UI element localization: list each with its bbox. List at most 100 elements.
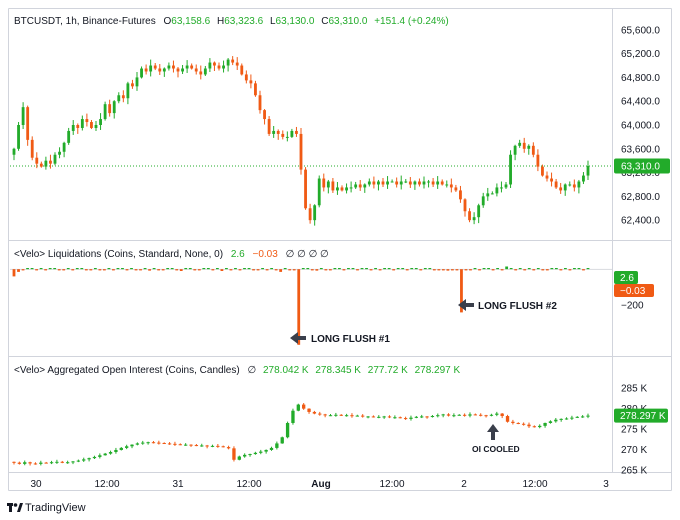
price-candle: [509, 154, 512, 185]
liquidation-bar: [310, 269, 314, 271]
price-candle: [12, 148, 16, 155]
liquidations-pane[interactable]: −200 <Velo> Liquidations (Coins, Standar…: [10, 249, 654, 345]
oi-candle: [17, 462, 22, 464]
price-candle: [254, 83, 257, 96]
liquidation-bar: [102, 269, 106, 271]
liquidation-bar: [98, 269, 102, 271]
oi-candle: [194, 445, 199, 447]
arrow-left-icon: [290, 332, 306, 344]
price-candle: [217, 65, 221, 69]
price-candle: [504, 184, 508, 188]
liquidation-bar: [30, 268, 34, 270]
liquidations-legend: <Velo> Liquidations (Coins, Standard, No…: [14, 249, 329, 260]
liquidations-title: <Velo> Liquidations (Coins, Standard, No…: [14, 249, 223, 260]
price-candle: [404, 181, 408, 183]
price-candle: [422, 181, 426, 185]
oi-candle: [296, 404, 300, 411]
price-candle: [17, 125, 20, 149]
price-candle: [231, 59, 235, 63]
price-candle: [377, 181, 380, 185]
oi-candle: [162, 443, 166, 445]
liquidation-bar: [188, 268, 192, 270]
x-tick-label: 2: [461, 479, 467, 490]
oi-candle: [124, 446, 129, 448]
oi-value-4: 278.297 K: [415, 365, 461, 376]
oi-candle: [580, 416, 585, 418]
change-value: +151.4 (+0.24%): [374, 16, 449, 27]
oi-candle: [436, 415, 440, 417]
low-label: L: [270, 16, 276, 27]
liquidation-bar: [514, 269, 518, 271]
price-candle: [495, 187, 499, 194]
liquidation-bar: [496, 268, 500, 270]
liquidation-bar: [247, 268, 251, 270]
oi-candle: [505, 416, 510, 422]
price-candle: [541, 166, 544, 176]
liquidation-bar: [455, 269, 459, 271]
liq-badge-pos-text: 2.6: [620, 273, 634, 284]
price-candle: [345, 187, 348, 191]
price-candle: [158, 68, 162, 72]
price-candle: [58, 151, 61, 155]
liquidation-bar: [500, 269, 504, 271]
y-tick-label: 265 K: [621, 466, 647, 477]
price-pane[interactable]: 65,600.0 65,200.0 64,800.0 64,400.0 64,000.0…: [10, 16, 670, 227]
liquidation-bar: [351, 268, 355, 270]
oi-candle: [554, 419, 558, 422]
liquidation-bar: [428, 268, 432, 270]
price-candle: [263, 110, 266, 120]
price-candle: [554, 181, 558, 188]
liquidation-bar: [410, 268, 414, 270]
liquidation-bar: [84, 269, 88, 271]
liquidation-bar: [414, 268, 418, 270]
liquidation-bar: [446, 269, 450, 271]
price-candle: [199, 71, 203, 75]
time-axis[interactable]: 30 12:00 31 12:00 Aug 12:00 2 12:00 3: [30, 479, 609, 490]
liquidation-bar: [279, 269, 283, 272]
liquidation-bar: [256, 269, 260, 271]
arrow-left-icon: [458, 299, 474, 311]
liquidation-bar: [283, 268, 287, 270]
oi-candle: [232, 448, 236, 460]
oi-candle: [285, 422, 290, 438]
price-candle: [354, 184, 358, 188]
liquidation-bar: [206, 268, 210, 270]
price-candle: [477, 205, 481, 218]
liquidation-bar: [338, 268, 341, 270]
liquidation-bar: [121, 268, 124, 270]
liquidation-bar: [62, 269, 66, 271]
price-candle: [468, 211, 471, 221]
liquidation-bar: [112, 269, 115, 271]
liquidation-bar: [184, 268, 188, 270]
liquidation-bar: [75, 268, 79, 270]
close-value: 63,310.0: [328, 16, 367, 27]
liquidation-bar: [175, 269, 179, 271]
oi-candle: [87, 458, 91, 460]
liquidation-bar: [536, 268, 540, 270]
y-tick-label: 285 K: [621, 384, 647, 395]
y-tick-label: 64,000.0: [621, 121, 660, 132]
liquidation-bars: [10, 266, 612, 345]
oi-candle: [521, 423, 526, 425]
price-candle: [235, 62, 239, 66]
oi-candle: [441, 414, 445, 416]
liq-value-pos: 2.6: [231, 249, 245, 260]
oi-candle: [527, 424, 531, 427]
price-candle: [550, 178, 553, 182]
liq-badge-pos: [614, 271, 638, 284]
oi-candle: [200, 445, 204, 447]
oi-candle: [157, 442, 161, 444]
price-candle: [126, 83, 130, 99]
liq-badge-neg: [614, 284, 654, 297]
high-label: H: [217, 16, 224, 27]
high-value: 63,323.6: [224, 16, 263, 27]
liquidation-bar: [460, 269, 463, 313]
liquidation-bar: [568, 269, 572, 271]
oi-candle: [307, 408, 311, 412]
liquidation-bar: [157, 269, 161, 271]
liquidation-bar: [21, 269, 25, 271]
price-candle: [131, 83, 134, 87]
price-candle: [267, 119, 271, 134]
